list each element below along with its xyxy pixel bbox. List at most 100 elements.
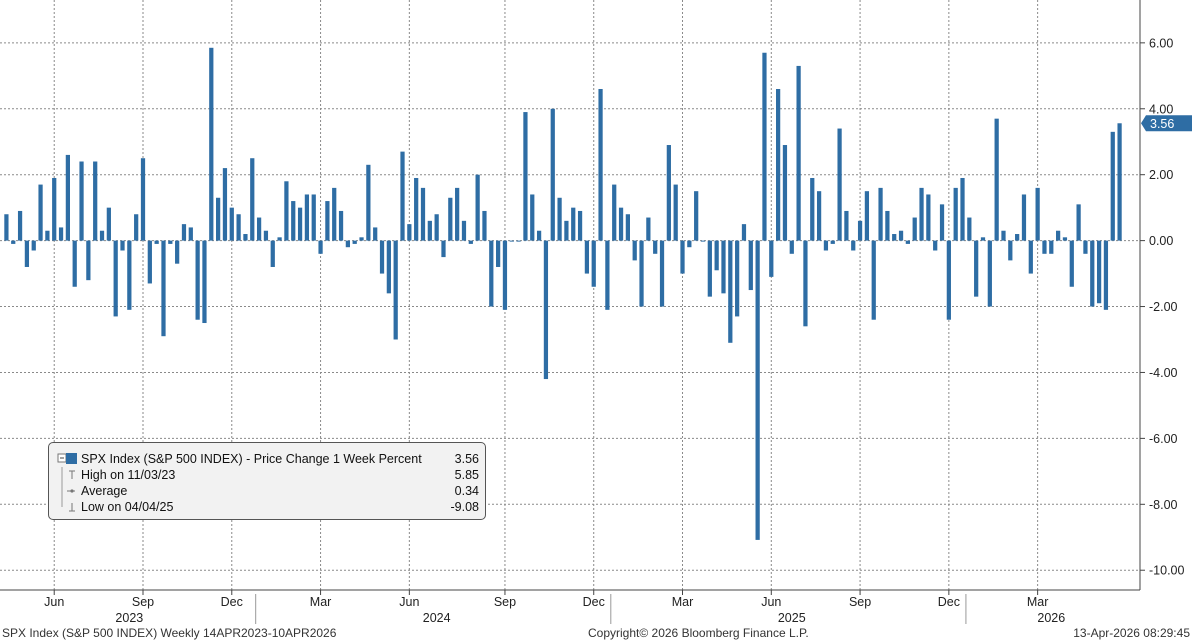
bar <box>414 177 419 241</box>
bar <box>605 240 610 310</box>
bar <box>646 217 651 241</box>
bar <box>482 210 487 241</box>
bar <box>680 240 685 274</box>
year-label: 2026 <box>1037 611 1065 625</box>
y-tick-label: 0.00 <box>1149 234 1173 248</box>
bar <box>38 184 43 241</box>
month-label: Jun <box>761 595 781 609</box>
bar <box>386 240 391 294</box>
y-tick-label: 2.00 <box>1149 168 1173 182</box>
bar <box>434 214 439 241</box>
bar <box>291 201 296 241</box>
bar <box>1103 240 1109 310</box>
bar <box>393 240 398 340</box>
month-label: Sep <box>494 595 516 609</box>
bar <box>509 240 514 242</box>
bar <box>24 240 30 267</box>
bar <box>530 194 535 241</box>
legend-low-value: -9.08 <box>450 500 480 514</box>
bar <box>536 230 542 241</box>
bar <box>45 230 50 241</box>
bar <box>147 240 152 284</box>
bar <box>502 240 508 310</box>
bar <box>359 237 364 241</box>
bar <box>1062 237 1068 241</box>
bar <box>168 240 173 244</box>
bar <box>994 118 999 241</box>
bar <box>455 187 460 241</box>
series-swatch <box>66 453 77 464</box>
footer-timestamp: 13-Apr-2026 08:29:45 <box>1073 626 1190 640</box>
legend-title-row: SPX Index (S&P 500 INDEX) - Price Change… <box>49 451 485 467</box>
bar <box>202 240 207 324</box>
bar <box>127 240 132 310</box>
bar <box>243 234 248 241</box>
bar <box>857 220 863 241</box>
bar <box>741 224 747 241</box>
bar <box>721 240 726 294</box>
bar <box>960 177 965 241</box>
bar <box>803 240 808 327</box>
bar <box>1035 187 1040 241</box>
bar <box>1015 234 1020 241</box>
average-marker-icon <box>61 483 75 499</box>
bar <box>823 240 829 251</box>
legend: SPX Index (S&P 500 INDEX) - Price Change… <box>48 442 486 520</box>
y-tick-label: -4.00 <box>1149 366 1178 380</box>
bar <box>400 151 405 241</box>
axes: 6.00 4.00 2.00 0.00 -2.00 -4.00 -6.00 -8.00 -10.… <box>0 0 1192 625</box>
bar <box>571 207 576 241</box>
bar <box>796 65 801 241</box>
bar <box>379 240 385 274</box>
footer-copyright: Copyright© 2026 Bloomberg Finance L.P. <box>588 626 809 640</box>
bar <box>905 240 910 244</box>
bar <box>557 197 562 241</box>
bar <box>1076 204 1081 241</box>
bar <box>1001 230 1006 241</box>
bar <box>953 187 958 241</box>
month-label: Sep <box>849 595 871 609</box>
legend-low-label: Low on 04/04/25 <box>81 500 174 514</box>
y-tick-label: -2.00 <box>1149 300 1178 314</box>
bar <box>632 240 637 261</box>
legend-low-row: Low on 04/04/25 -9.08 <box>49 499 485 515</box>
bar <box>17 210 23 241</box>
bar <box>1090 240 1095 307</box>
y-tick-label: 6.00 <box>1149 36 1173 50</box>
month-label: Sep <box>132 595 154 609</box>
month-label: Jun <box>44 595 64 609</box>
bar <box>639 240 644 307</box>
month-label: Mar <box>672 595 694 609</box>
bar <box>31 240 36 251</box>
bar <box>1083 240 1088 254</box>
bar <box>1049 240 1054 254</box>
bar <box>516 240 521 242</box>
last-value-flag <box>1141 115 1192 132</box>
bar <box>591 240 596 287</box>
bar <box>140 158 146 241</box>
bar <box>175 240 180 264</box>
bar <box>618 207 624 241</box>
bar <box>755 240 760 540</box>
bar <box>58 227 64 241</box>
high-marker-icon <box>61 467 75 483</box>
bar <box>154 240 159 244</box>
bar <box>714 240 719 271</box>
bar <box>851 240 856 251</box>
bar <box>523 112 528 241</box>
bar <box>837 128 842 241</box>
bar <box>134 214 139 241</box>
grid-lines <box>0 0 1140 590</box>
low-marker-icon <box>61 499 75 512</box>
bar <box>946 240 951 320</box>
bar <box>810 177 815 241</box>
bar <box>776 88 781 241</box>
bar <box>427 220 432 241</box>
bar <box>99 230 105 241</box>
bar <box>366 164 371 241</box>
bar <box>304 194 310 241</box>
bar <box>612 184 617 241</box>
bar <box>236 214 241 241</box>
bar <box>311 194 316 241</box>
